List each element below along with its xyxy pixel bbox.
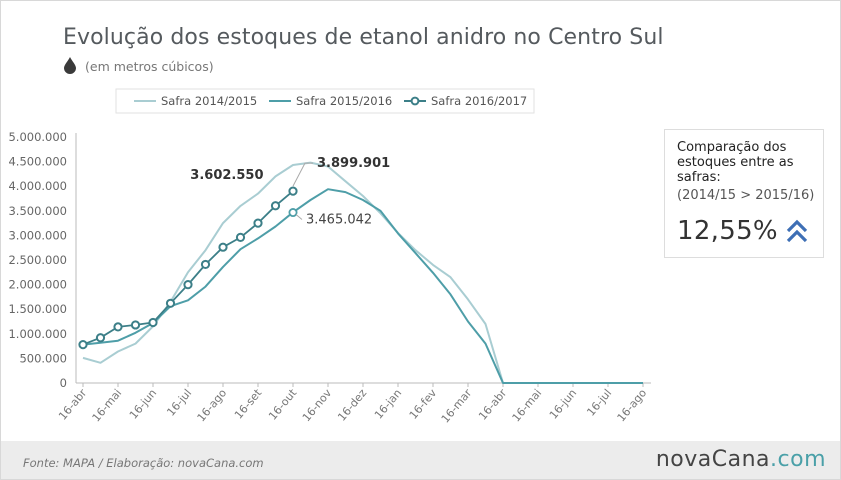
comparison-seasons: (2014/15 > 2015/16) — [677, 188, 815, 203]
data-point — [235, 232, 246, 242]
series-line — [82, 188, 643, 384]
x-tick-label: 16-jul — [584, 387, 614, 419]
data-point — [95, 333, 106, 343]
x-tick-label: 16-mai — [510, 387, 545, 425]
data-point — [288, 186, 298, 196]
x-tick-label: 16-abr — [476, 386, 510, 422]
series-line — [82, 190, 294, 346]
legend-marker — [410, 96, 420, 106]
x-tick-label: 16-dez — [335, 386, 369, 423]
x-tick-label: 16-fev — [407, 386, 440, 422]
data-point — [253, 218, 263, 228]
x-tick-label: 16-set — [232, 386, 265, 422]
annotation-label: 3.465.042 — [306, 213, 372, 228]
x-tick-label: 16-jan — [372, 387, 404, 422]
source-note: Fonte: MAPA / Elaboração: novaCana.com — [23, 456, 264, 470]
legend-box — [115, 88, 535, 114]
y-tick-label: 500.000 — [19, 351, 67, 365]
annotation-leader — [292, 162, 313, 187]
data-point — [183, 280, 193, 290]
x-tick-label: 16-jul — [164, 387, 194, 419]
data-point — [218, 242, 228, 252]
y-tick-label: 4.500.000 — [8, 155, 67, 169]
x-tick-label: 16-ago — [195, 386, 230, 424]
y-tick-label: 3.500.000 — [8, 204, 67, 218]
annotation-label: 3.899.901 — [317, 156, 390, 171]
series-line — [82, 161, 643, 384]
data-point — [270, 201, 281, 211]
footer: Fonte: MAPA / Elaboração: novaCana.com n… — [1, 441, 840, 479]
y-tick-label: 4.000.000 — [8, 179, 67, 193]
data-point — [288, 208, 298, 218]
comparison-label: Comparação dos estoques entre as safras: — [677, 140, 794, 185]
comparison-value: 12,55% — [677, 216, 778, 246]
novacana-logo: novaCana.com — [655, 447, 826, 472]
x-tick-label: 16-ago — [615, 386, 650, 424]
double-chevron-up-icon — [786, 219, 808, 243]
y-tick-label: 2.000.000 — [8, 278, 67, 292]
data-point — [148, 317, 158, 328]
data-point — [130, 320, 141, 330]
y-tick-label: 5.000.000 — [8, 130, 67, 144]
y-tick-label: 0 — [60, 376, 67, 390]
comparison-panel: Comparação dos estoques entre as safras:… — [664, 129, 824, 258]
x-tick-label: 16-mar — [439, 386, 475, 425]
legend-label: Safra 2015/2016 — [296, 94, 392, 108]
data-point — [165, 298, 176, 308]
x-tick-label: 16-mai — [90, 387, 125, 425]
x-tick-label: 16-abr — [56, 386, 90, 422]
chart-subtitle: (em metros cúbicos) — [85, 59, 214, 74]
x-tick-label: 16-out — [266, 386, 300, 423]
x-tick-label: 16-nov — [300, 386, 335, 424]
x-tick-label: 16-jun — [127, 387, 159, 422]
data-point — [200, 259, 211, 270]
y-tick-label: 1.000.000 — [8, 327, 67, 341]
data-point — [113, 322, 123, 332]
x-tick-label: 16-jun — [547, 387, 579, 422]
y-tick-label: 1.500.000 — [8, 302, 67, 316]
chart-title: Evolução dos estoques de etanol anidro n… — [63, 25, 664, 50]
data-point — [78, 340, 88, 350]
y-tick-label: 2.500.000 — [8, 253, 67, 267]
legend-label: Safra 2016/2017 — [431, 94, 527, 108]
annotation-leader — [295, 214, 303, 220]
y-tick-label: 3.000.000 — [8, 228, 67, 242]
annotation-label: 3.602.550 — [190, 168, 263, 183]
drop-icon — [64, 57, 76, 74]
line-chart: 0 500.000 1.000.000 1.500.000 2.000.000 2.500… — [8, 88, 651, 426]
legend-label: Safra 2014/2015 — [161, 94, 257, 108]
